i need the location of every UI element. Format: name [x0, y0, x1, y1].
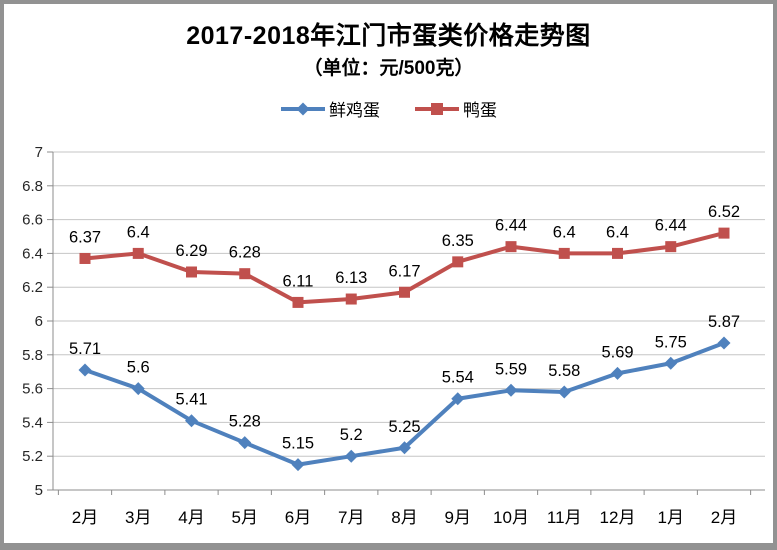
svg-text:5.41: 5.41 [175, 391, 207, 409]
svg-text:6.4: 6.4 [606, 223, 629, 241]
line-square-marker-icon [415, 102, 459, 115]
svg-text:7月: 7月 [338, 508, 364, 527]
chart-title: 2017-2018年江门市蛋类价格走势图 [186, 22, 591, 50]
svg-text:6.44: 6.44 [495, 217, 527, 235]
svg-text:3月: 3月 [125, 508, 151, 527]
legend-item-fresh-chicken-egg: 鲜鸡蛋 [280, 96, 380, 121]
svg-text:5.15: 5.15 [282, 435, 314, 453]
svg-text:6.6: 6.6 [22, 212, 43, 229]
svg-text:5.28: 5.28 [229, 413, 261, 431]
svg-text:5.25: 5.25 [388, 418, 420, 436]
svg-text:6.44: 6.44 [655, 217, 687, 235]
svg-text:5.2: 5.2 [340, 426, 363, 444]
svg-text:6.11: 6.11 [283, 272, 314, 290]
svg-text:5.71: 5.71 [69, 340, 101, 358]
svg-text:6.17: 6.17 [388, 262, 420, 280]
svg-text:6.2: 6.2 [22, 279, 43, 296]
svg-text:5: 5 [35, 482, 43, 499]
svg-text:5.2: 5.2 [22, 448, 43, 465]
svg-text:5.8: 5.8 [22, 347, 43, 364]
svg-text:7: 7 [35, 144, 43, 161]
svg-text:5.6: 5.6 [127, 359, 150, 377]
legend: 鲜鸡蛋 鸭蛋 [4, 96, 773, 121]
svg-text:6.28: 6.28 [229, 244, 261, 262]
svg-text:8月: 8月 [391, 508, 417, 527]
svg-text:5月: 5月 [232, 508, 258, 527]
svg-text:6.4: 6.4 [553, 223, 576, 241]
svg-text:5.4: 5.4 [22, 414, 43, 431]
svg-text:9月: 9月 [445, 508, 471, 527]
svg-text:6.29: 6.29 [175, 242, 207, 260]
svg-text:6.35: 6.35 [442, 232, 474, 250]
svg-text:2月: 2月 [711, 508, 737, 527]
svg-text:4月: 4月 [178, 508, 204, 527]
svg-text:11月: 11月 [547, 508, 582, 527]
svg-text:6月: 6月 [285, 508, 311, 527]
svg-text:10月: 10月 [493, 508, 529, 527]
svg-text:6: 6 [35, 313, 43, 330]
plot-area: 5 5.2 5.4 5.6 5.8 6 6.2 6.4 6.6 6.8 7 2月 3月 4月 5月 6月 7月 8… [22, 144, 765, 527]
svg-text:12月: 12月 [600, 508, 636, 527]
legend-label-fresh-chicken-egg: 鲜鸡蛋 [329, 101, 380, 120]
svg-text:6.4: 6.4 [22, 245, 43, 262]
svg-text:5.69: 5.69 [601, 343, 633, 361]
svg-text:5.87: 5.87 [708, 313, 740, 331]
svg-text:5.6: 5.6 [22, 381, 43, 398]
svg-text:6.8: 6.8 [22, 178, 43, 195]
svg-text:5.58: 5.58 [548, 362, 580, 380]
svg-text:6.37: 6.37 [69, 228, 101, 246]
legend-label-duck-egg: 鸭蛋 [463, 101, 497, 120]
svg-text:1月: 1月 [658, 508, 684, 527]
line-diamond-marker-icon [281, 102, 325, 115]
legend-item-duck-egg: 鸭蛋 [414, 96, 497, 121]
svg-text:6.52: 6.52 [708, 203, 740, 221]
chart-subtitle: （单位：元/500克） [303, 58, 474, 79]
svg-text:5.54: 5.54 [442, 369, 474, 387]
svg-text:2月: 2月 [72, 508, 98, 527]
svg-text:5.59: 5.59 [495, 360, 527, 378]
svg-text:6.13: 6.13 [335, 269, 367, 287]
svg-text:6.4: 6.4 [127, 223, 150, 241]
svg-text:5.75: 5.75 [655, 333, 687, 351]
